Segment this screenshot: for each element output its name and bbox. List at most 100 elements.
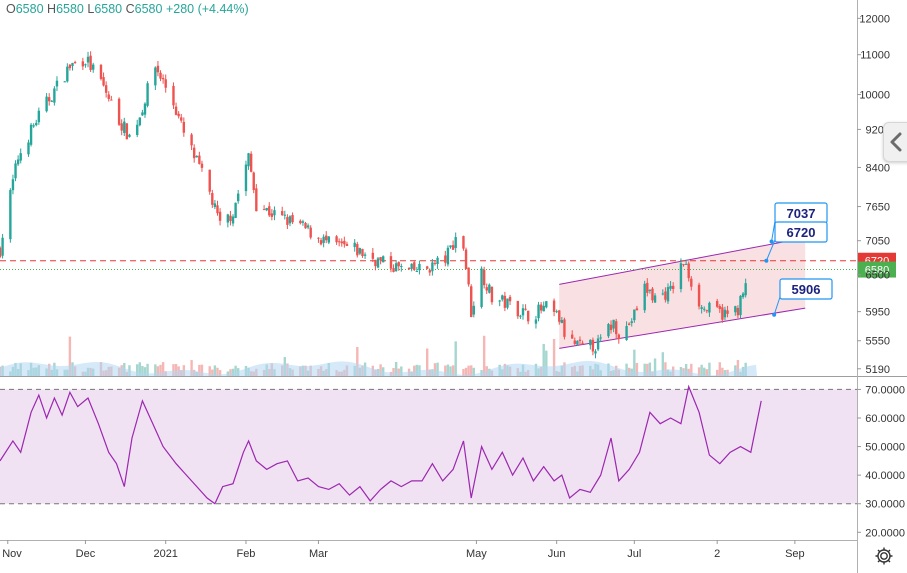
candle-body <box>630 321 633 323</box>
candle-body <box>480 268 483 308</box>
candle-body <box>229 215 232 222</box>
settings-button[interactable] <box>873 545 895 567</box>
volume-bar <box>161 362 165 376</box>
candle-body <box>576 340 579 345</box>
candle-body <box>63 81 66 83</box>
candle-body <box>68 64 72 69</box>
candle-body <box>325 235 328 241</box>
candle-body <box>671 285 675 290</box>
gear-icon <box>875 547 893 565</box>
high-value: 6580 <box>56 2 84 16</box>
candle-body <box>612 319 615 329</box>
volume-bar <box>648 362 652 376</box>
candle-body <box>213 203 217 208</box>
volume-average-area <box>0 360 757 376</box>
candle-body <box>467 267 470 285</box>
candle-body <box>208 169 211 192</box>
candle-body <box>47 97 51 102</box>
volume-bar <box>664 362 667 376</box>
candle-body <box>234 202 237 218</box>
volume-bar <box>462 368 465 376</box>
volume-bar <box>379 364 382 376</box>
candle-body <box>249 153 253 172</box>
candle-body <box>599 337 602 339</box>
candle-body <box>50 100 53 102</box>
candle-body <box>286 217 289 225</box>
volume-bar <box>446 364 450 376</box>
candle-body <box>708 302 711 313</box>
volume-bar <box>697 367 701 376</box>
last-price-tag <box>858 261 896 278</box>
candle-body <box>265 207 268 211</box>
candle-body <box>581 342 584 344</box>
candle-body <box>410 263 413 269</box>
price-tick-label: 7050 <box>866 236 890 248</box>
candle-body <box>172 85 175 106</box>
callout-box[interactable] <box>774 221 828 243</box>
low-label: L <box>87 2 95 16</box>
candle-body <box>244 164 248 192</box>
callout-pointer <box>765 239 776 261</box>
volume-bar <box>159 364 162 376</box>
time-tick-label: Sep <box>785 548 805 560</box>
time-tick-label: Jul <box>627 548 641 560</box>
candle-body <box>107 94 110 99</box>
volume-bar <box>633 349 636 376</box>
candle-body <box>428 270 431 273</box>
candle-body <box>99 64 103 79</box>
candle-body <box>125 123 129 140</box>
candle-body <box>136 124 139 135</box>
candle-body <box>542 305 545 312</box>
candle-body <box>102 77 105 86</box>
volume-bar <box>208 366 211 376</box>
close-label: C <box>125 2 135 16</box>
candle-body <box>741 293 745 298</box>
candle-body <box>128 134 131 137</box>
volume-bar <box>397 368 400 376</box>
volume-bar <box>415 364 419 376</box>
candle-body <box>646 282 649 293</box>
candle-body <box>226 214 230 223</box>
rsi-tick-label: 20.0000 <box>865 527 905 539</box>
candle-body <box>506 298 509 308</box>
candle-body <box>337 241 341 243</box>
candle-body <box>211 193 214 205</box>
volume-bar <box>545 350 548 376</box>
volume-bar <box>653 358 657 376</box>
volume-bar <box>715 369 719 376</box>
candle-body <box>164 79 167 88</box>
rsi-tick-label: 70.0000 <box>865 384 905 396</box>
candle-body <box>516 300 520 317</box>
price-tick-label: 11000 <box>860 50 890 62</box>
callout-box[interactable] <box>779 278 833 300</box>
candle-body <box>407 267 411 270</box>
candle-body <box>721 307 724 320</box>
time-tick-label: May <box>466 548 487 560</box>
volume-bar <box>625 363 628 376</box>
candle-body <box>110 99 113 101</box>
candle-body <box>35 122 38 126</box>
volume-bar <box>436 362 439 376</box>
time-tick-label: 2 <box>714 548 720 560</box>
chevron-left-icon <box>890 132 902 152</box>
candle-body <box>363 254 367 256</box>
candle-body <box>413 262 416 270</box>
candles-layer <box>0 51 747 359</box>
time-tick-label: Feb <box>236 548 255 560</box>
volume-bar <box>231 368 235 376</box>
candle-body <box>472 305 476 315</box>
volume-bar <box>454 341 457 376</box>
candle-body <box>635 308 639 311</box>
candle-body <box>14 163 17 179</box>
volume-bar <box>200 364 204 376</box>
candle-body <box>503 295 507 308</box>
candle-body <box>182 121 186 133</box>
candle-body <box>55 80 59 87</box>
volume-bar <box>721 367 724 376</box>
candle-body <box>734 306 737 313</box>
rsi-tick-label: 30.0000 <box>865 499 905 511</box>
collapse-panel-button[interactable] <box>883 122 907 162</box>
candle-body <box>508 296 512 302</box>
